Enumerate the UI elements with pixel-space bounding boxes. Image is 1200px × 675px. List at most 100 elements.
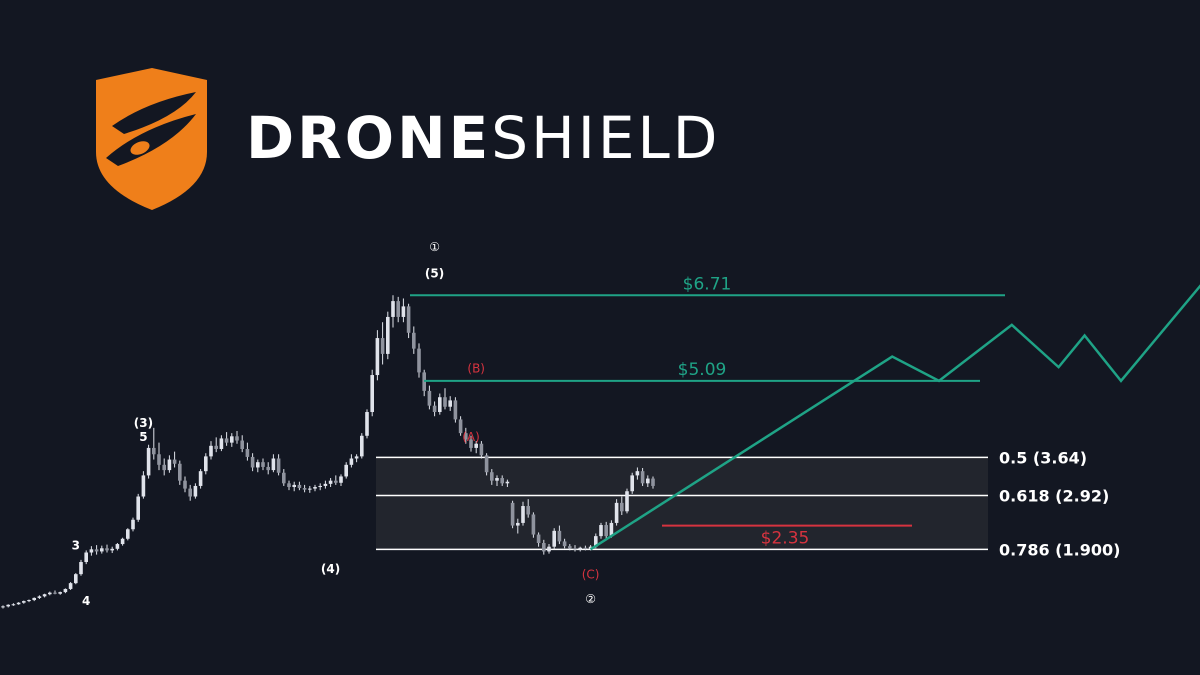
wave-label: (B) — [467, 361, 485, 375]
candle-body — [63, 588, 68, 593]
candle-body — [443, 397, 447, 407]
candle-body — [282, 472, 286, 484]
candle-body — [474, 443, 478, 448]
price-level-label: $5.09 — [678, 360, 727, 380]
fib-zone — [376, 457, 988, 550]
candle-body — [16, 602, 21, 605]
candle-body — [625, 491, 629, 512]
candle-body — [141, 475, 146, 497]
candle-body — [557, 530, 562, 542]
candle-body — [349, 458, 354, 465]
candle-body — [276, 458, 281, 473]
fib-label: 0.618 (2.92) — [999, 486, 1109, 505]
candle-body — [469, 439, 473, 448]
candle-body — [89, 549, 94, 553]
candle-body — [500, 478, 504, 484]
candle-body — [531, 514, 536, 535]
candle-body — [630, 475, 634, 492]
candle-body — [6, 604, 10, 607]
candle-body — [573, 548, 577, 550]
wave-label: 5 — [139, 430, 147, 444]
wave-label: (4) — [321, 562, 340, 576]
candle-body — [297, 484, 302, 489]
candle-body — [32, 597, 36, 601]
candle-body — [391, 301, 395, 317]
candle-body — [334, 480, 338, 483]
candle-body — [27, 600, 31, 602]
candle-body — [131, 519, 135, 530]
wave-label: (A) — [462, 430, 480, 444]
wave-label: (C) — [582, 567, 600, 581]
candle-body — [183, 480, 187, 489]
candle-body — [432, 405, 437, 413]
candle-body — [339, 476, 343, 483]
candle-body — [542, 543, 546, 552]
candle-body — [287, 483, 291, 488]
candle-body — [94, 549, 99, 552]
candle-body — [599, 525, 603, 537]
candle-body — [266, 466, 270, 471]
candle-body — [261, 462, 265, 467]
candle-body — [308, 488, 312, 490]
candle-body — [516, 522, 520, 526]
candle-body — [302, 488, 307, 490]
price-level-label: $6.71 — [683, 274, 732, 294]
candle-body — [375, 338, 380, 376]
candle-body — [318, 485, 322, 488]
candle-body — [370, 375, 374, 413]
candle-body — [640, 471, 645, 484]
candle-body — [240, 440, 244, 449]
labels-layer: 4 3 5(3) (4) (5) ① (B) (A) (C) ② — [72, 240, 600, 608]
candle-body — [209, 445, 213, 457]
candle-body — [126, 529, 130, 539]
candle-body — [505, 481, 510, 484]
candle-body — [167, 459, 172, 471]
candle-body — [84, 552, 88, 563]
candle-body — [526, 506, 530, 515]
candle-body — [214, 445, 218, 449]
candle-body — [105, 548, 109, 551]
candle-body — [172, 459, 177, 464]
candle-body — [396, 301, 400, 317]
candle-body — [136, 496, 140, 520]
wave-label: ② — [585, 592, 596, 606]
candle-body — [510, 502, 515, 526]
wave-label: 4 — [82, 594, 90, 608]
candle-body — [178, 463, 182, 481]
candle-body — [406, 306, 411, 333]
candle-body — [188, 488, 192, 497]
candle-body — [115, 544, 120, 549]
candle-body — [193, 485, 198, 497]
candle-body — [53, 592, 57, 594]
candle-body — [604, 525, 608, 537]
candle-body — [417, 348, 421, 373]
candle-body — [344, 464, 348, 477]
brand-name-light: SHIELD — [491, 104, 720, 172]
candle-body — [365, 412, 369, 436]
candle-body — [250, 456, 255, 468]
candle-body — [646, 478, 650, 484]
candle-body — [1, 606, 5, 608]
projection-path — [589, 284, 1200, 551]
fib-label: 0.786 (1.900) — [999, 540, 1120, 559]
fib-zone-layer: 0.5 (3.64) 0.618 (2.92) 0.786 (1.900) — [376, 448, 1120, 559]
candle-body — [536, 534, 541, 543]
brand-name-bold: DRONE — [246, 104, 491, 172]
candle-body — [48, 592, 52, 595]
brand-name: DRONESHIELD — [246, 104, 720, 172]
candle-body — [224, 438, 229, 443]
candle-body — [453, 400, 458, 420]
candle-body — [578, 547, 582, 550]
candle-body — [68, 583, 73, 589]
candle-body — [412, 332, 416, 349]
candle-body — [42, 594, 47, 597]
candle-body — [583, 547, 588, 549]
candle-body — [651, 478, 655, 486]
candle-body — [204, 456, 208, 472]
candle-body — [609, 522, 614, 537]
candle-body — [427, 390, 432, 406]
candle-body — [458, 419, 463, 434]
candle-body — [100, 548, 104, 552]
candle-body — [552, 530, 556, 547]
